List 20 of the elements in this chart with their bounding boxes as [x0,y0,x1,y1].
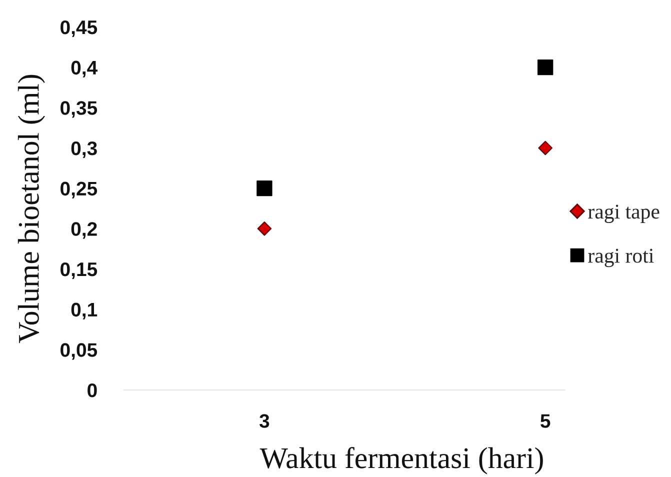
y-tick-label: 0,3 [71,141,97,158]
legend-label: ragi roti [588,248,654,268]
point [538,59,554,76]
y-tick-label: 0,2 [71,222,97,239]
y-tick-label: 0 [88,383,97,398]
y-tick-label: 0,35 [60,101,98,118]
point [256,180,272,196]
y-tick-label: 0,1 [71,302,98,320]
point [257,222,272,236]
y-tick-label: 0,05 [60,343,98,360]
legend-label: ragi tape [588,204,660,223]
x-tick-label: 3 [259,414,270,428]
y-tick-label: 0,4 [71,60,98,78]
y-axis-title: Volume bioetanol (ml) [18,74,45,344]
point [538,140,552,156]
x-axis-title: Waktu fermentasi (hari) [260,447,543,474]
y-tick-label: 0,15 [60,262,98,280]
y-tick-label: 0,45 [60,20,98,38]
x-tick-label: 5 [540,414,550,428]
y-tick-label: 0,25 [60,182,98,198]
